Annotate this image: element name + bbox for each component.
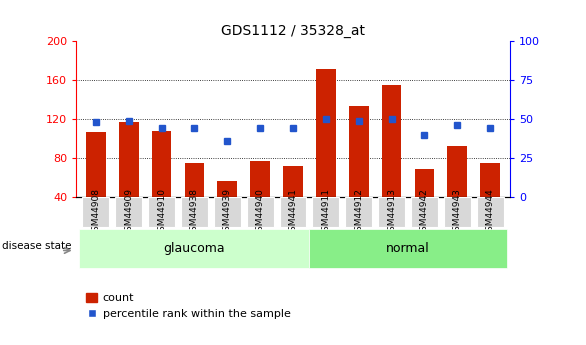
Text: GSM44939: GSM44939 bbox=[223, 188, 232, 237]
FancyBboxPatch shape bbox=[309, 228, 506, 268]
Bar bbox=[86, 132, 105, 235]
Text: GSM44911: GSM44911 bbox=[321, 188, 331, 237]
FancyBboxPatch shape bbox=[312, 197, 339, 227]
Bar bbox=[250, 161, 270, 235]
Title: GDS1112 / 35328_at: GDS1112 / 35328_at bbox=[221, 23, 365, 38]
FancyBboxPatch shape bbox=[280, 197, 306, 227]
Text: GSM44913: GSM44913 bbox=[387, 188, 396, 237]
FancyBboxPatch shape bbox=[444, 197, 471, 227]
FancyBboxPatch shape bbox=[214, 197, 241, 227]
Bar bbox=[414, 169, 434, 235]
FancyBboxPatch shape bbox=[345, 197, 372, 227]
FancyBboxPatch shape bbox=[378, 197, 405, 227]
Bar bbox=[481, 163, 500, 235]
FancyBboxPatch shape bbox=[247, 197, 274, 227]
Text: GSM44942: GSM44942 bbox=[420, 188, 429, 237]
Bar bbox=[349, 106, 369, 235]
Text: GSM44910: GSM44910 bbox=[157, 188, 166, 237]
FancyBboxPatch shape bbox=[80, 228, 309, 268]
FancyBboxPatch shape bbox=[411, 197, 438, 227]
Text: normal: normal bbox=[386, 242, 430, 255]
Text: GSM44908: GSM44908 bbox=[91, 188, 100, 237]
Bar bbox=[283, 166, 303, 235]
FancyBboxPatch shape bbox=[181, 197, 208, 227]
Legend: count, percentile rank within the sample: count, percentile rank within the sample bbox=[81, 288, 295, 324]
Text: GSM44938: GSM44938 bbox=[190, 188, 199, 237]
Bar bbox=[119, 122, 139, 235]
FancyBboxPatch shape bbox=[115, 197, 142, 227]
Text: glaucoma: glaucoma bbox=[163, 242, 225, 255]
Bar bbox=[316, 69, 336, 235]
FancyBboxPatch shape bbox=[148, 197, 175, 227]
Bar bbox=[152, 131, 172, 235]
Text: GSM44944: GSM44944 bbox=[486, 188, 495, 237]
Text: GSM44940: GSM44940 bbox=[255, 188, 265, 237]
Bar bbox=[381, 85, 401, 235]
Text: GSM44941: GSM44941 bbox=[288, 188, 298, 237]
FancyBboxPatch shape bbox=[476, 197, 503, 227]
Text: GSM44943: GSM44943 bbox=[453, 188, 462, 237]
Text: GSM44909: GSM44909 bbox=[124, 188, 133, 237]
Text: disease state: disease state bbox=[2, 241, 71, 251]
Bar bbox=[217, 181, 237, 235]
Bar bbox=[185, 163, 205, 235]
Text: GSM44912: GSM44912 bbox=[354, 188, 363, 237]
FancyBboxPatch shape bbox=[83, 197, 110, 227]
Bar bbox=[447, 146, 467, 235]
